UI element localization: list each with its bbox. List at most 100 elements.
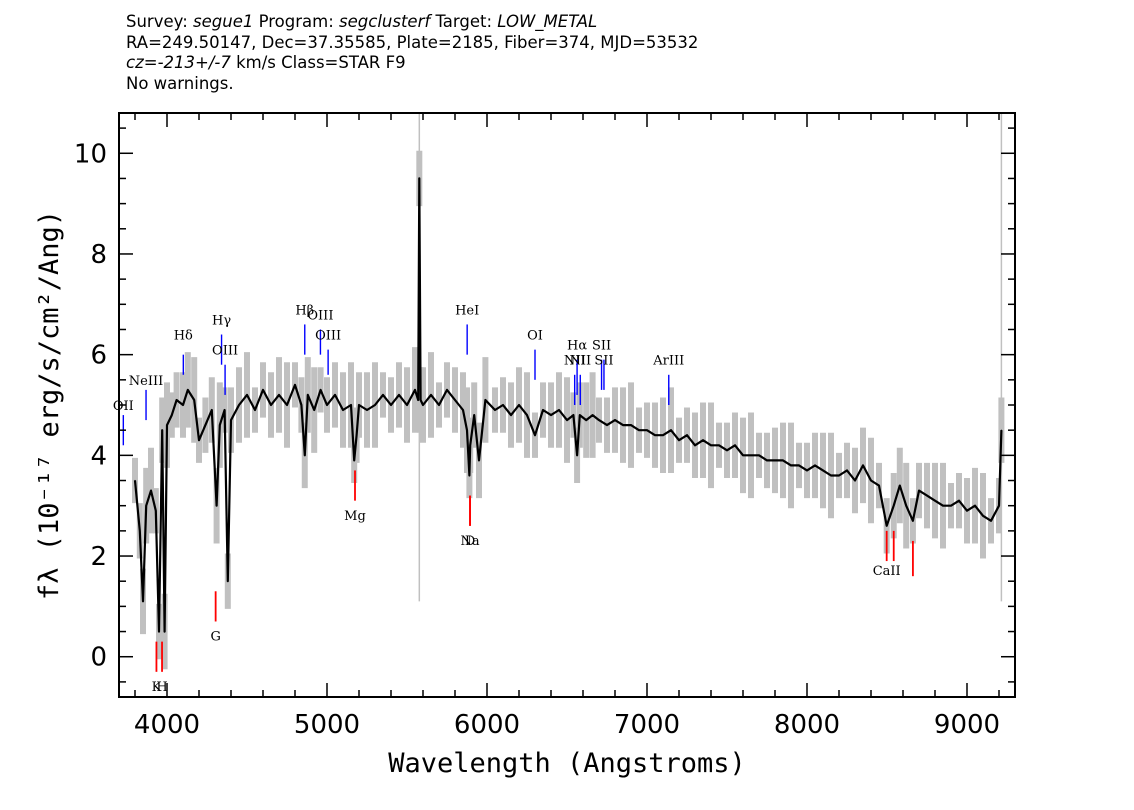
absorption-line-label: CaII — [873, 564, 901, 579]
spectrum-header: Survey: segue1 Program: segclusterf Targ… — [126, 12, 698, 94]
flux-point — [300, 404, 302, 406]
emission-line-label: NII — [569, 354, 591, 369]
flux-point — [566, 419, 568, 421]
flux-point — [176, 399, 178, 401]
flux-point — [150, 489, 152, 492]
flux-point — [710, 444, 712, 446]
flux-point — [572, 414, 575, 416]
flux-point — [219, 424, 221, 426]
flux-point — [846, 469, 848, 472]
absorption-line-label: Na — [460, 534, 479, 549]
flux-point — [171, 414, 173, 416]
flux-point — [966, 510, 968, 512]
flux-point — [254, 409, 256, 411]
flux-point — [998, 505, 1000, 507]
flux-point — [313, 409, 315, 411]
flux-point — [473, 414, 475, 416]
flux-point — [542, 409, 544, 411]
flux-point — [462, 409, 464, 411]
flux-point — [886, 525, 888, 527]
y-tick-label: 6 — [90, 341, 107, 371]
flux-point — [390, 404, 392, 406]
y-tick-label: 8 — [90, 240, 107, 270]
y-axis-title: fλ (10⁻¹⁷ erg/s/cm²/Ang) — [34, 210, 65, 600]
flux-point — [526, 414, 528, 416]
flux-point — [262, 389, 264, 391]
flux-point — [899, 484, 901, 487]
emission-line-label: NII — [564, 354, 586, 369]
flux-point — [478, 459, 480, 461]
flux-point — [211, 409, 213, 411]
flux-point — [576, 454, 578, 456]
flux-point — [958, 500, 960, 502]
absorption-line-label: Mg — [344, 509, 366, 524]
emission-line-label: SII — [594, 354, 613, 369]
target-value: LOW_METAL — [497, 12, 598, 31]
flux-point — [134, 479, 136, 482]
flux-point — [510, 414, 512, 416]
flux-point — [622, 424, 624, 426]
flux-point — [630, 424, 632, 426]
flux-point — [718, 444, 720, 446]
flux-point — [307, 394, 309, 396]
flux-point — [638, 429, 640, 431]
flux-point — [726, 449, 728, 451]
flux-point — [830, 474, 832, 477]
flux-point — [694, 444, 696, 446]
program-label: Program: — [258, 12, 334, 31]
flux-point — [446, 389, 448, 391]
flux-point — [161, 429, 163, 431]
emission-line-label: OIII — [315, 329, 341, 344]
flux-point — [550, 414, 552, 416]
header-line-3: cz=-213+/-7 km/s Class=STAR F9 — [126, 53, 698, 74]
y-tick-label: 2 — [90, 542, 107, 572]
emission-line-label: Hγ — [212, 313, 231, 328]
emission-line-label: ArIII — [652, 354, 684, 369]
flux-point — [342, 409, 344, 411]
flux-point — [334, 394, 336, 396]
y-tick-label: 10 — [74, 139, 107, 169]
flux-point — [278, 394, 280, 396]
flux-point — [246, 394, 248, 396]
flux-point — [974, 505, 976, 507]
header-line-1: Survey: segue1 Program: segclusterf Targ… — [126, 12, 698, 33]
flux-point — [438, 404, 440, 406]
emission-line-label: OII — [113, 399, 134, 414]
flux-point — [353, 459, 355, 461]
x-tick-label: 4000 — [134, 710, 200, 740]
flux-point — [814, 464, 816, 467]
flux-point — [358, 404, 360, 406]
flux-point — [187, 389, 189, 391]
flux-point — [502, 404, 504, 406]
flux-point — [142, 600, 144, 602]
flux-point — [224, 409, 226, 411]
flux-point — [468, 474, 470, 477]
flux-point — [942, 505, 944, 507]
flux-point — [1000, 429, 1003, 431]
emission-line-label: Hα — [567, 339, 587, 354]
flux-point — [164, 630, 166, 633]
flux-point — [238, 404, 240, 406]
flux-point — [702, 439, 704, 441]
flux-point — [662, 434, 664, 436]
header-line-2: RA=249.50147, Dec=37.35585, Plate=2185, … — [126, 32, 699, 52]
target-label: Target: — [435, 12, 493, 31]
flux-point — [579, 414, 581, 416]
flux-point — [686, 434, 688, 436]
flux-point — [585, 419, 587, 421]
flux-point — [918, 489, 920, 492]
flux-point — [790, 464, 792, 467]
flux-point — [198, 439, 200, 441]
flux-point — [766, 459, 768, 461]
x-tick-label: 5000 — [294, 710, 360, 740]
flux-point — [398, 394, 400, 396]
flux-point — [614, 419, 616, 421]
flux-point — [166, 424, 168, 426]
flux-point — [494, 409, 496, 411]
emission-line-label: NeIII — [129, 374, 163, 389]
emission-line-label: OIII — [212, 344, 238, 359]
x-tick-label: 9000 — [934, 710, 1000, 740]
flux-point — [374, 404, 376, 406]
flux-point — [230, 419, 232, 421]
